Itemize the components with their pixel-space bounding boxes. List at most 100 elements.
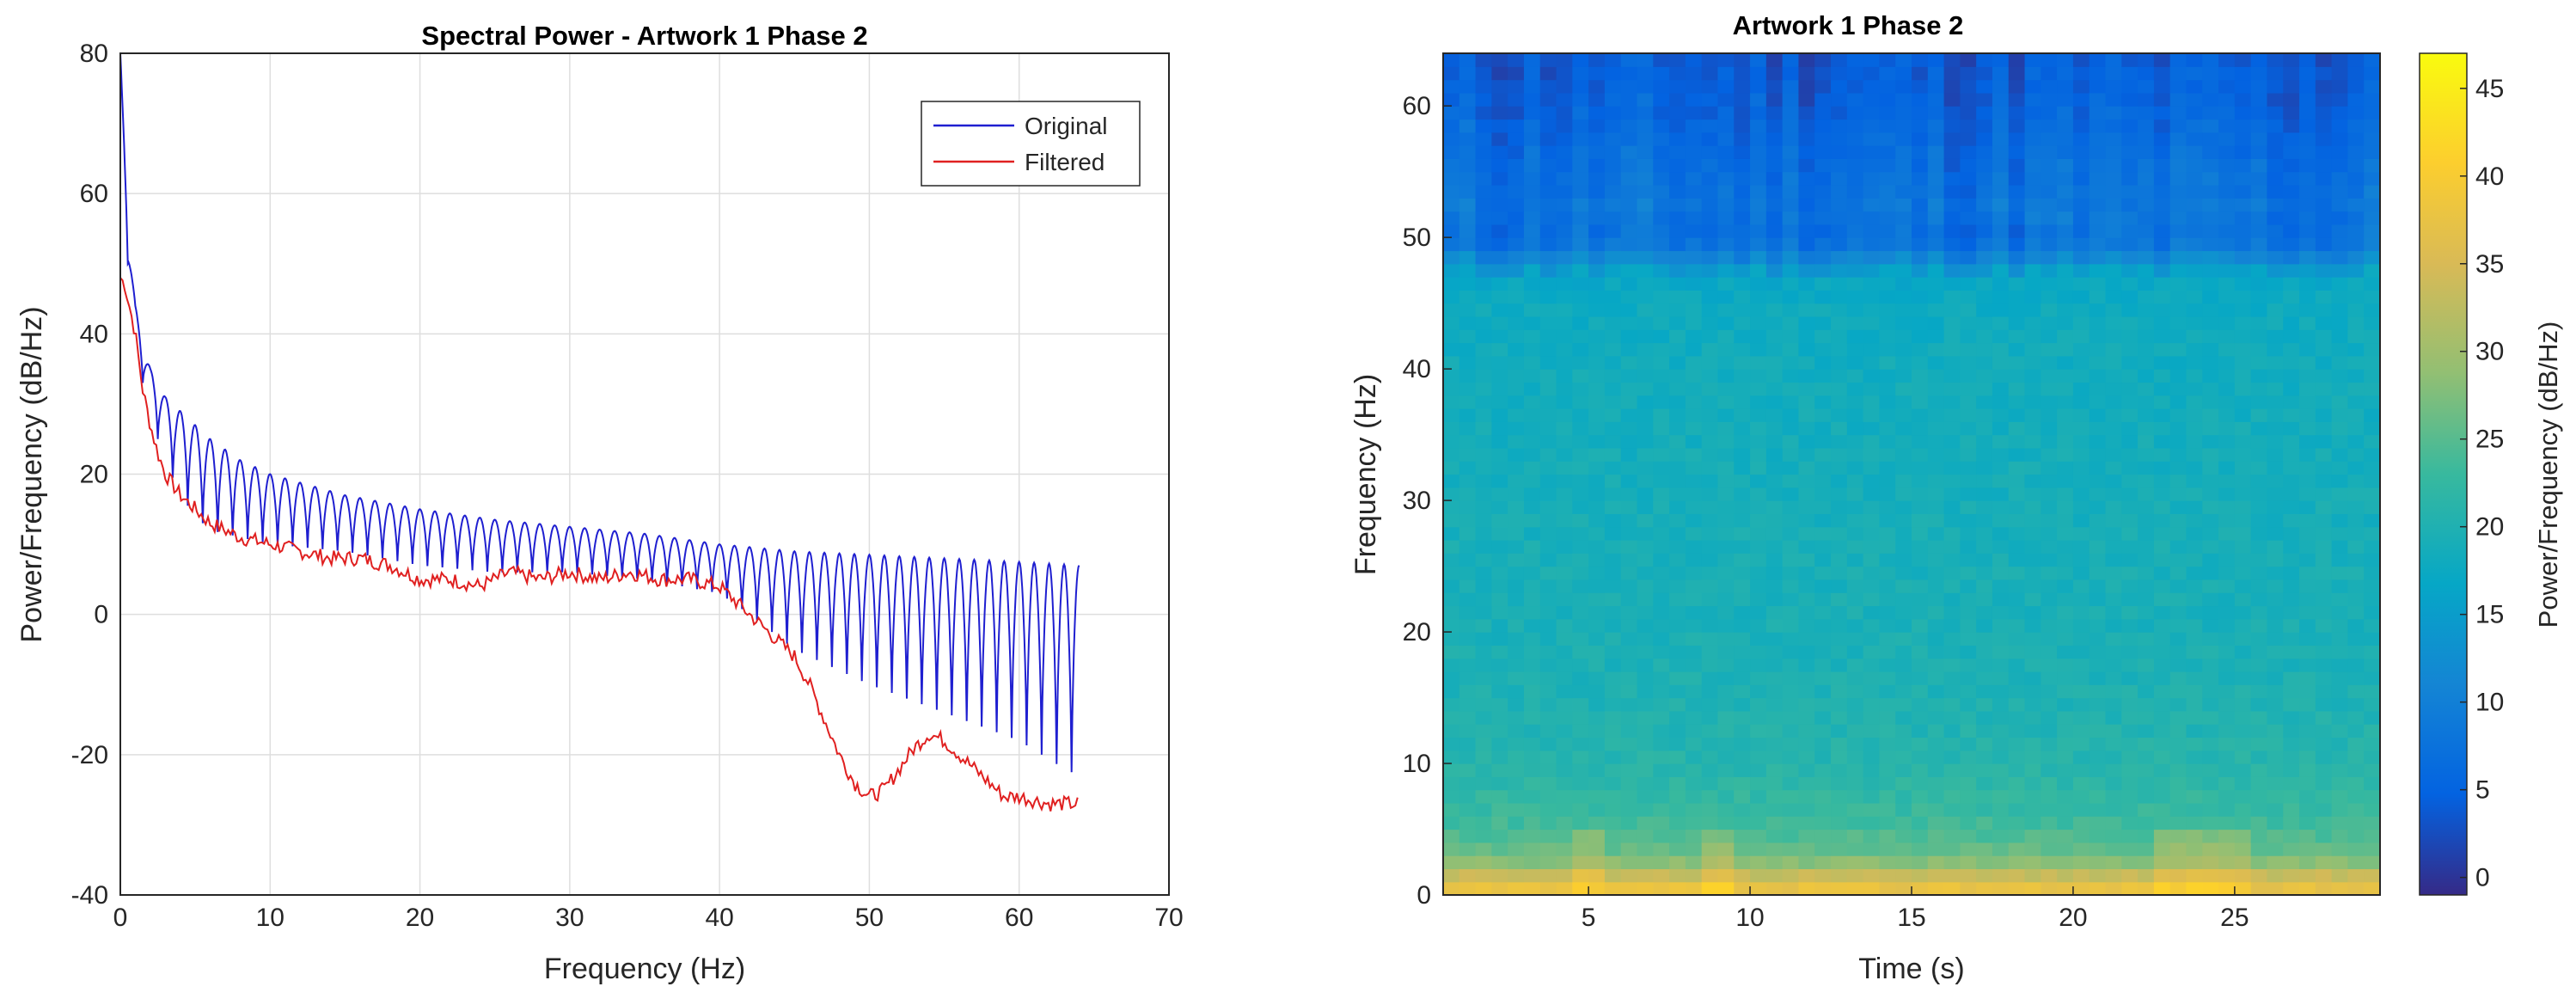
heatmap-cell	[2186, 382, 2203, 396]
heatmap-cell	[2121, 106, 2139, 120]
heatmap-cell	[1960, 566, 1977, 580]
heatmap-cell	[2153, 829, 2171, 843]
heatmap-cell	[1734, 277, 1751, 291]
heatmap-cell	[1669, 171, 1686, 186]
heatmap-cell	[1831, 474, 1848, 488]
heatmap-cell	[1653, 224, 1670, 238]
heatmap-cell	[1734, 579, 1751, 593]
heatmap-cell	[1879, 329, 1896, 344]
heatmap-cell	[1976, 461, 1993, 475]
heatmap-cell	[2008, 513, 2026, 528]
heatmap-cell	[1750, 342, 1767, 357]
heatmap-cell	[1992, 855, 2010, 870]
heatmap-cell	[2138, 526, 2155, 541]
heatmap-cell	[1491, 434, 1508, 449]
heatmap-cell	[2008, 487, 2026, 501]
heatmap-cell	[2250, 737, 2268, 751]
heatmap-cell	[1831, 171, 1848, 186]
heatmap-cell	[2315, 421, 2333, 436]
heatmap-x-axis-label: Time (s)	[1858, 953, 1964, 985]
heatmap-cell	[1588, 724, 1606, 738]
heatmap-cell	[1927, 250, 1945, 265]
heatmap-cell	[1846, 618, 1864, 633]
heatmap-cell	[2186, 632, 2203, 646]
heatmap-cell	[2267, 342, 2284, 357]
heatmap-cell	[1604, 605, 1622, 620]
heatmap-cell	[2299, 763, 2316, 777]
heatmap-cell	[2331, 198, 2349, 212]
heatmap-cell	[1960, 132, 1977, 146]
heatmap-title: Artwork 1 Phase 2	[1733, 10, 1964, 40]
heatmap-cell	[1831, 277, 1848, 291]
heatmap-cell	[1895, 106, 1912, 120]
heatmap-cell	[1637, 526, 1654, 541]
heatmap-cell	[1943, 579, 1961, 593]
heatmap-cell	[1572, 224, 1589, 238]
heatmap-cell	[1943, 329, 1961, 344]
heatmap-cell	[2364, 119, 2381, 133]
heatmap-cell	[1992, 618, 2010, 633]
heatmap-cell	[1863, 474, 1881, 488]
heatmap-cell	[1653, 211, 1670, 225]
heatmap-cell	[1685, 605, 1703, 620]
heatmap-cell	[2024, 106, 2041, 120]
heatmap-cell	[2153, 395, 2171, 409]
heatmap-cell	[2299, 342, 2316, 357]
heatmap-cell	[1814, 224, 1832, 238]
heatmap-cell	[2153, 382, 2171, 396]
heatmap-cell	[1604, 802, 1622, 817]
heatmap-cell	[2072, 434, 2090, 449]
heatmap-cell	[1992, 224, 2010, 238]
heatmap-cell	[1685, 802, 1703, 817]
heatmap-cell	[1765, 737, 1784, 751]
heatmap-cell	[1879, 447, 1896, 462]
heatmap-cell	[1912, 710, 1929, 725]
heatmap-cell	[2121, 487, 2139, 501]
heatmap-cell	[1992, 79, 2010, 94]
heatmap-cell	[1669, 250, 1686, 265]
heatmap-cell	[2250, 395, 2268, 409]
heatmap-cell	[2315, 592, 2333, 607]
heatmap-cell	[1475, 566, 1492, 580]
heatmap-cell	[2234, 303, 2252, 317]
heatmap-cell	[1912, 737, 1929, 751]
heatmap-cell	[1814, 566, 1832, 580]
heatmap-cell	[1669, 106, 1686, 120]
heatmap-cell	[1475, 250, 1492, 265]
heatmap-cell	[1734, 632, 1751, 646]
heatmap-cell	[1475, 316, 1492, 330]
heatmap-cell	[1976, 211, 1993, 225]
heatmap-cell	[2202, 737, 2219, 751]
heatmap-cell	[2283, 303, 2300, 317]
heatmap-cell	[1912, 119, 1929, 133]
heatmap-cell	[1863, 290, 1881, 304]
heatmap-cell	[1782, 369, 1800, 383]
heatmap-cell	[2218, 369, 2236, 383]
heatmap-cell	[2153, 763, 2171, 777]
heatmap-cell	[2364, 434, 2381, 449]
heatmap-cell	[1798, 487, 1815, 501]
heatmap-cell	[2299, 553, 2316, 567]
heatmap-cell	[1846, 355, 1864, 370]
heatmap-cell	[1927, 710, 1945, 725]
heatmap-cell	[2186, 513, 2203, 528]
heatmap-cell	[2331, 776, 2349, 791]
heatmap-cell	[1508, 658, 1525, 672]
heatmap-cell	[1637, 290, 1654, 304]
heatmap-cell	[1459, 369, 1477, 383]
heatmap-cell	[2186, 316, 2203, 330]
heatmap-cell	[1701, 658, 1719, 672]
heatmap-cell	[2234, 79, 2252, 94]
x-tick-label: 0	[113, 904, 128, 932]
heatmap-cell	[2202, 763, 2219, 777]
heatmap-cell	[1604, 553, 1622, 567]
heatmap-cell	[2041, 329, 2058, 344]
heatmap-cell	[2024, 632, 2041, 646]
heatmap-cell	[1814, 145, 1832, 159]
heatmap-cell	[2347, 868, 2365, 883]
heatmap-cell	[2153, 566, 2171, 580]
heatmap-cell	[2024, 539, 2041, 554]
heatmap-cell	[2331, 539, 2349, 554]
heatmap-cell	[1620, 684, 1638, 699]
heatmap-cell	[1782, 789, 1800, 804]
